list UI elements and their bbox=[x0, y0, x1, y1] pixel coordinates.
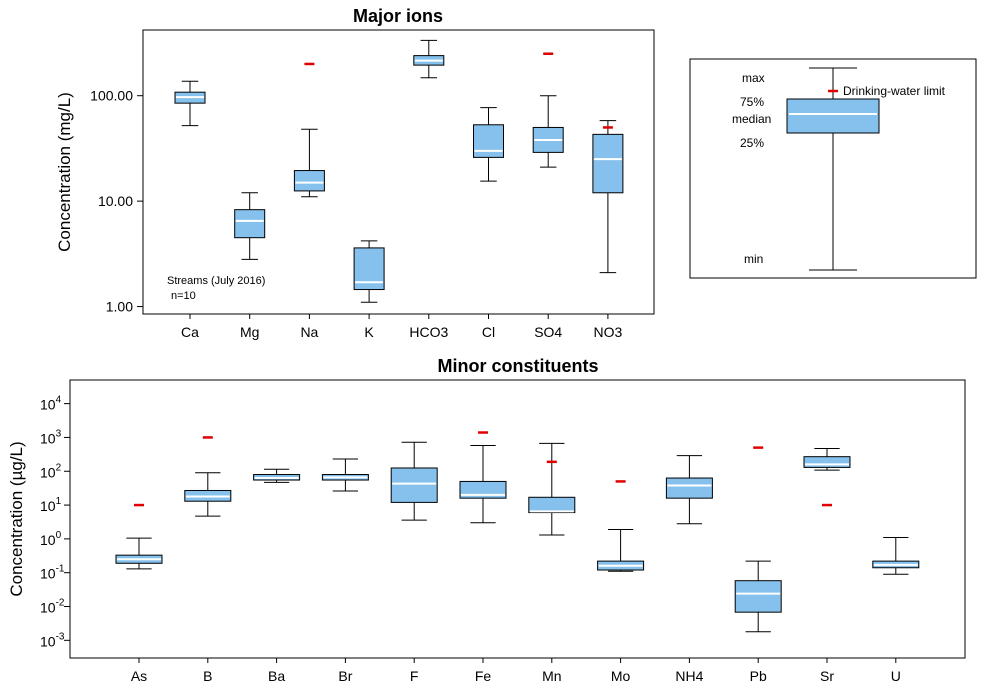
x-tick-label-ca: Ca bbox=[181, 324, 199, 340]
minor-constituents-box-as bbox=[115, 503, 163, 570]
minor-constituents-box-nh4 bbox=[665, 455, 713, 525]
major-ions-box-ca bbox=[174, 80, 206, 127]
x-tick-label-mo: Mo bbox=[611, 668, 631, 684]
key-min-label: min bbox=[744, 252, 763, 266]
x-tick-label-f: F bbox=[410, 668, 419, 684]
x-tick-label-as: As bbox=[131, 668, 147, 684]
minor-constituents-box-mn bbox=[528, 442, 576, 536]
iqr-box bbox=[234, 209, 266, 239]
y-tick-label: 101 bbox=[40, 496, 62, 514]
major-ions-plot-frame bbox=[142, 29, 655, 315]
minor-constituents-panel: Minor constituents Concentration (µg/L) … bbox=[7, 356, 966, 684]
x-tick-label-ba: Ba bbox=[268, 668, 285, 684]
key-max-label: max bbox=[742, 71, 765, 85]
minor-constituents-y-ticks: 10-3 10-2 10-1 100 101 102 103 104 bbox=[40, 395, 70, 649]
major-ions-x-tick-labels: Ca Mg Na K HCO3 Cl SO4 NO3 bbox=[181, 314, 623, 340]
iqr-box bbox=[803, 456, 851, 468]
x-tick-label-cl: Cl bbox=[482, 324, 495, 340]
key-box bbox=[786, 98, 880, 134]
key-q3-label: 75% bbox=[740, 95, 764, 109]
minor-constituents-box-pb bbox=[734, 446, 782, 633]
x-tick-label-br: Br bbox=[338, 668, 352, 684]
x-tick-label-u: U bbox=[891, 668, 901, 684]
minor-constituents-title: Minor constituents bbox=[438, 356, 599, 376]
y-tick-label: 1.00 bbox=[106, 299, 133, 315]
x-tick-label-pb: Pb bbox=[750, 668, 767, 684]
minor-constituents-plot-frame bbox=[69, 379, 966, 659]
y-tick-label: 10-1 bbox=[40, 564, 65, 582]
y-tick-label: 10.00 bbox=[98, 193, 133, 209]
minor-constituents-box-br bbox=[321, 458, 369, 492]
x-tick-label-na: Na bbox=[300, 324, 318, 340]
minor-constituents-boxes bbox=[115, 431, 920, 633]
y-tick-label: 103 bbox=[40, 428, 62, 446]
y-tick-label: 102 bbox=[40, 462, 62, 480]
x-tick-label-sr: Sr bbox=[820, 668, 834, 684]
minor-constituents-box-sr bbox=[803, 448, 851, 507]
iqr-box bbox=[665, 477, 713, 499]
iqr-box bbox=[353, 247, 385, 291]
major-ions-panel: Major ions Concentration (mg/L) Streams … bbox=[55, 6, 655, 340]
major-ions-annotation-line2: n=10 bbox=[171, 290, 196, 302]
boxplot-key-panel: max 75% median 25% min Drinking-water li… bbox=[689, 58, 977, 279]
major-ions-y-axis-label: Concentration (mg/L) bbox=[55, 92, 74, 252]
minor-constituents-box-f bbox=[390, 441, 438, 521]
iqr-box bbox=[293, 170, 325, 192]
minor-constituents-box-b bbox=[184, 436, 232, 517]
x-tick-label-b: B bbox=[203, 668, 212, 684]
major-ions-boxes bbox=[174, 39, 624, 303]
key-q1-label: 25% bbox=[740, 136, 764, 150]
major-ions-box-no3 bbox=[592, 120, 624, 274]
x-tick-label-k: K bbox=[364, 324, 374, 340]
minor-constituents-box-mo bbox=[597, 480, 645, 572]
iqr-box bbox=[592, 133, 624, 194]
key-limit-label: Drinking-water limit bbox=[843, 84, 946, 98]
x-tick-label-mg: Mg bbox=[240, 324, 259, 340]
y-tick-label: 100.00 bbox=[90, 88, 133, 104]
y-tick-label: 100 bbox=[40, 530, 62, 548]
x-tick-label-no3: NO3 bbox=[594, 324, 623, 340]
y-tick-label: 10-3 bbox=[40, 631, 65, 649]
iqr-box bbox=[528, 496, 576, 514]
minor-constituents-box-u bbox=[872, 536, 920, 575]
major-ions-title: Major ions bbox=[353, 6, 443, 26]
minor-constituents-box-fe bbox=[459, 431, 507, 524]
x-tick-label-so4: SO4 bbox=[534, 324, 562, 340]
key-median-label: median bbox=[732, 112, 771, 126]
x-tick-label-hco3: HCO3 bbox=[409, 324, 448, 340]
y-tick-label: 10-2 bbox=[40, 598, 65, 616]
key-frame bbox=[689, 58, 977, 279]
iqr-box bbox=[390, 467, 438, 503]
y-tick-label: 104 bbox=[40, 395, 62, 413]
x-tick-label-nh4: NH4 bbox=[675, 668, 703, 684]
major-ions-annotation-line1: Streams (July 2016) bbox=[167, 275, 265, 287]
major-ions-box-hco3 bbox=[413, 39, 445, 79]
minor-constituents-x-tick-labels: As B Ba Br F Fe Mn Mo NH4 Pb Sr U bbox=[131, 658, 901, 684]
major-ions-box-na bbox=[293, 62, 325, 198]
major-ions-box-mg bbox=[234, 192, 266, 260]
major-ions-box-so4 bbox=[532, 52, 564, 168]
minor-constituents-box-ba bbox=[253, 468, 301, 483]
iqr-box bbox=[734, 580, 782, 613]
major-ions-box-cl bbox=[473, 107, 504, 182]
minor-constituents-y-axis-label: Concentration (µg/L) bbox=[7, 441, 26, 596]
x-tick-label-fe: Fe bbox=[475, 668, 492, 684]
major-ions-y-ticks: 1.00 10.00 100.00 bbox=[90, 88, 143, 315]
iqr-box bbox=[473, 124, 504, 158]
x-tick-label-mn: Mn bbox=[542, 668, 561, 684]
major-ions-box-k bbox=[353, 240, 385, 303]
